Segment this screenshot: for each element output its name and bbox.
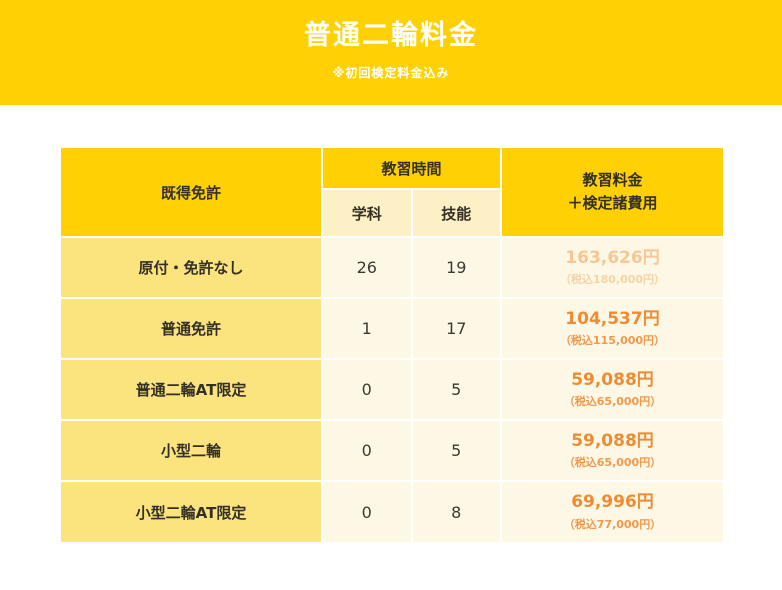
price-amount: 59,088円	[571, 430, 654, 451]
col-header-ginou: 技能	[410, 188, 502, 238]
price-cell: 69,996円 （税込77,000円）	[500, 480, 724, 543]
page-subtitle: ※初回検定料金込み	[332, 65, 450, 80]
price-amount: 104,537円	[565, 308, 660, 329]
col-header-gakka: 学科	[321, 188, 413, 238]
ginou-hours-cell: 5	[410, 419, 502, 482]
license-cell: 普通免許	[60, 297, 323, 360]
page-title: 普通二輪料金	[304, 20, 478, 51]
price-cell: 59,088円 （税込65,000円）	[500, 358, 724, 421]
price-amount: 59,088円	[571, 369, 654, 390]
gakka-hours-cell: 0	[321, 358, 413, 421]
price-tax-included: （税込115,000円）	[559, 334, 666, 348]
table-row: 小型二輪AT限定 0 8 69,996円 （税込77,000円）	[60, 480, 724, 543]
table-row: 普通免許 1 17 104,537円 （税込115,000円）	[60, 297, 724, 360]
price-amount: 69,996円	[571, 492, 654, 513]
gakka-hours-cell: 0	[321, 480, 413, 543]
ginou-hours-cell: 8	[410, 480, 502, 543]
price-cell: 163,626円 （税込180,000円）	[500, 236, 724, 299]
price-amount: 163,626円	[565, 247, 660, 268]
gakka-hours-cell: 26	[321, 236, 413, 299]
license-cell: 小型二輪	[60, 419, 323, 482]
table-row: 普通二輪AT限定 0 5 59,088円 （税込65,000円）	[60, 358, 724, 421]
price-table: 既得免許 教習時間 教習料金 ＋検定諸費用 学科 技能 原付・免許なし 26 1…	[60, 147, 724, 543]
price-table-section: 既得免許 教習時間 教習料金 ＋検定諸費用 学科 技能 原付・免許なし 26 1…	[60, 147, 724, 543]
license-cell: 普通二輪AT限定	[60, 358, 323, 421]
col-header-hours-group: 教習時間	[321, 147, 502, 190]
col-header-fee: 教習料金 ＋検定諸費用	[500, 147, 724, 238]
price-tax-included: （税込180,000円）	[559, 273, 666, 287]
ginou-hours-cell: 19	[410, 236, 502, 299]
price-tax-included: （税込65,000円）	[563, 456, 662, 470]
price-cell: 59,088円 （税込65,000円）	[500, 419, 724, 482]
price-tax-included: （税込77,000円）	[563, 517, 662, 531]
table-row: 原付・免許なし 26 19 163,626円 （税込180,000円）	[60, 236, 724, 299]
ginou-hours-cell: 5	[410, 358, 502, 421]
gakka-hours-cell: 0	[321, 419, 413, 482]
ginou-hours-cell: 17	[410, 297, 502, 360]
page-header: 普通二輪料金 ※初回検定料金込み	[0, 0, 782, 105]
price-cell: 104,537円 （税込115,000円）	[500, 297, 724, 360]
gakka-hours-cell: 1	[321, 297, 413, 360]
license-cell: 小型二輪AT限定	[60, 480, 323, 543]
price-tax-included: （税込65,000円）	[563, 395, 662, 409]
table-row: 小型二輪 0 5 59,088円 （税込65,000円）	[60, 419, 724, 482]
col-header-license: 既得免許	[60, 147, 323, 238]
license-cell: 原付・免許なし	[60, 236, 323, 299]
